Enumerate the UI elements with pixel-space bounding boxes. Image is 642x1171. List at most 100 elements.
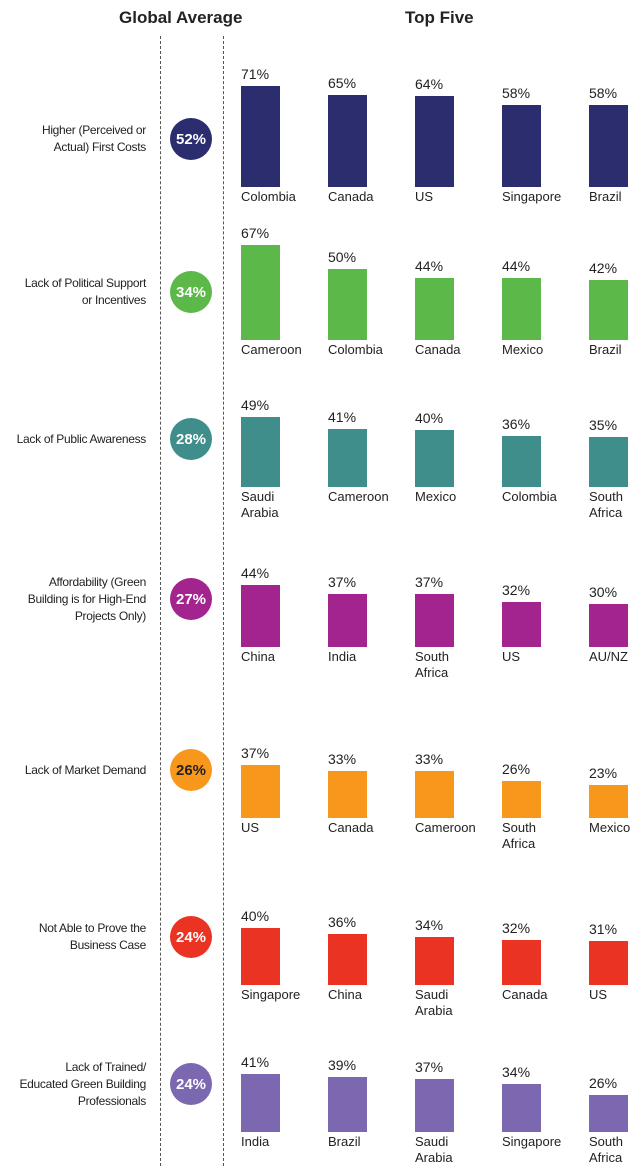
barrier-label: Affordability (Green Building is for Hig… bbox=[27, 574, 147, 623]
bar bbox=[415, 936, 454, 985]
barrier-label: Lack of Trained/ Educated Green Building… bbox=[19, 1059, 146, 1108]
category-label: India bbox=[241, 1134, 270, 1149]
bar bbox=[241, 928, 280, 985]
value-label: 32% bbox=[502, 581, 531, 598]
global-average: 52% bbox=[170, 118, 212, 160]
bar bbox=[589, 280, 628, 340]
barrier-label: Lack of Market Demand bbox=[24, 762, 146, 777]
bar bbox=[589, 104, 628, 187]
category-label: US bbox=[502, 649, 521, 664]
barrier-label: Higher (Perceived or Actual) First Costs bbox=[41, 123, 146, 154]
category-label: Singapore bbox=[241, 987, 301, 1002]
value-label: 26% bbox=[502, 761, 531, 778]
category-label: Canada bbox=[328, 820, 374, 835]
global-average: 26% bbox=[170, 749, 212, 791]
global-average: 27% bbox=[170, 578, 212, 620]
value-label: 37% bbox=[415, 574, 444, 591]
value-label: 42% bbox=[589, 260, 618, 277]
value-label: 41% bbox=[328, 408, 357, 425]
bar bbox=[241, 244, 280, 340]
value-label: 40% bbox=[241, 908, 270, 925]
bar bbox=[589, 940, 628, 985]
category-label: Mexico bbox=[589, 820, 631, 835]
divider bbox=[223, 36, 224, 1166]
value-label: 49% bbox=[241, 397, 270, 414]
header: Global Average bbox=[119, 8, 243, 27]
value-label: 50% bbox=[328, 249, 357, 265]
value-label: 37% bbox=[328, 574, 357, 591]
category-label: Brazil bbox=[589, 189, 622, 204]
barrier-label: Lack of Public Awareness bbox=[16, 431, 147, 446]
bar bbox=[502, 1083, 541, 1132]
bar bbox=[328, 933, 367, 985]
value-label: 34% bbox=[502, 1063, 531, 1080]
bar bbox=[328, 94, 367, 187]
category-label: Brazil bbox=[328, 1134, 361, 1149]
value-label: 44% bbox=[415, 257, 444, 274]
value-label: 33% bbox=[415, 751, 444, 768]
barrier-label: Lack of Political Support or Incentives bbox=[24, 276, 147, 307]
bar bbox=[415, 594, 454, 647]
bar bbox=[241, 584, 280, 647]
value-label: 71% bbox=[241, 66, 270, 83]
bar bbox=[589, 437, 628, 487]
category-label: China bbox=[241, 649, 275, 664]
category-label: China bbox=[328, 987, 362, 1002]
bar bbox=[502, 104, 541, 187]
category-label: Colombia bbox=[241, 189, 296, 204]
bar bbox=[589, 785, 628, 818]
global-average: 24% bbox=[170, 1063, 212, 1105]
value-label: 32% bbox=[502, 919, 531, 936]
bar bbox=[415, 96, 454, 187]
value-label: 44% bbox=[241, 564, 270, 581]
header: Top Five bbox=[405, 8, 474, 27]
category-label: South Africa bbox=[502, 820, 536, 851]
bar bbox=[415, 771, 454, 818]
value-label: 31% bbox=[589, 920, 618, 937]
bar bbox=[241, 417, 280, 487]
category-label: AU/NZ bbox=[589, 649, 628, 664]
bar bbox=[415, 277, 454, 340]
value-label: 67% bbox=[241, 224, 270, 241]
category-label: Colombia bbox=[328, 342, 383, 357]
bar bbox=[589, 1095, 628, 1132]
category-label: Colombia bbox=[502, 489, 557, 504]
category-label: South Africa bbox=[415, 649, 449, 680]
bar bbox=[328, 594, 367, 647]
bar bbox=[502, 277, 541, 340]
value-label: 44% bbox=[502, 257, 531, 274]
value-label: 26% bbox=[589, 1075, 618, 1092]
bar bbox=[241, 765, 280, 818]
global-average: 28% bbox=[170, 418, 212, 460]
global-average: 24% bbox=[170, 916, 212, 958]
category-label: Singapore bbox=[502, 1134, 562, 1149]
bar bbox=[241, 86, 280, 187]
bar bbox=[328, 269, 367, 340]
bar bbox=[328, 428, 367, 487]
value-label: 64% bbox=[415, 76, 444, 93]
value-label: 58% bbox=[502, 84, 531, 101]
value-label: 65% bbox=[328, 74, 357, 91]
bar bbox=[415, 1079, 454, 1132]
category-label: US bbox=[589, 987, 608, 1002]
value-label: 41% bbox=[241, 1053, 270, 1070]
category-label: US bbox=[415, 189, 434, 204]
value-label: 39% bbox=[328, 1056, 357, 1073]
value-label: 30% bbox=[589, 584, 618, 601]
divider bbox=[160, 36, 161, 1166]
category-label: Cameroon bbox=[328, 489, 389, 504]
value-label: 36% bbox=[502, 415, 531, 432]
category-label: Canada bbox=[415, 342, 461, 357]
bar bbox=[328, 771, 367, 818]
category-label: Singapore bbox=[502, 189, 562, 204]
value-label: 23% bbox=[589, 765, 618, 782]
category-label: Mexico bbox=[415, 489, 457, 504]
bar bbox=[502, 601, 541, 647]
bar bbox=[589, 604, 628, 647]
category-label: India bbox=[328, 649, 357, 664]
bar bbox=[502, 939, 541, 985]
bar bbox=[415, 430, 454, 487]
value-label: 35% bbox=[589, 417, 618, 434]
category-label: South Africa bbox=[589, 489, 623, 520]
